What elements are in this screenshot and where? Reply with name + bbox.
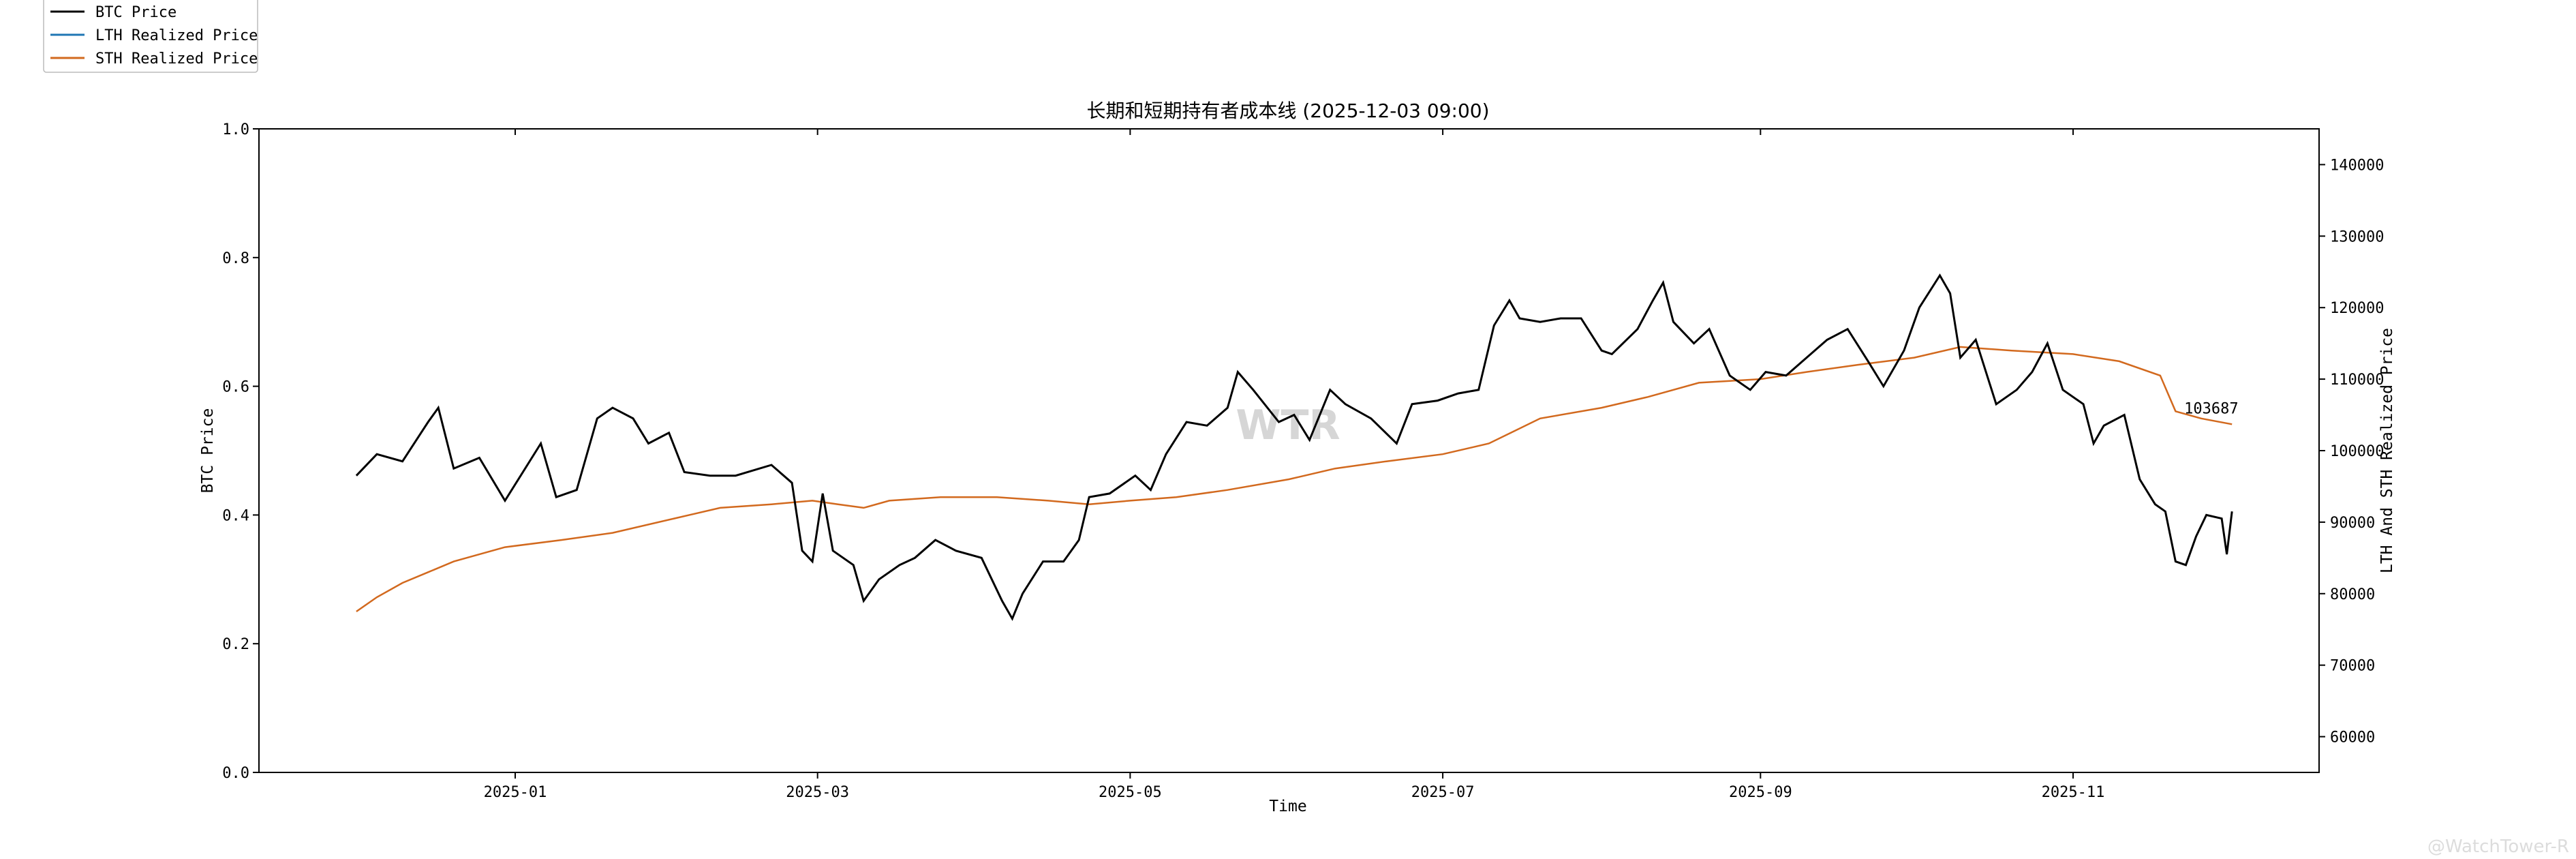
x-tick-label: 2025-07 [1411,784,1475,801]
watermark: WTR [1236,402,1340,449]
x-ticks: 2025-01 2025-03 2025-05 2025-07 2025-09 2025-… [484,129,2105,801]
sth-last-value-annotation: 103687 [2184,400,2238,417]
right-y-tick-label: 80000 [2330,586,2375,603]
x-tick-label: 2025-11 [2042,784,2105,801]
legend-label-lth-realized-price: LTH Realized Price [95,27,258,44]
left-y-tick-label: 0.4 [222,507,249,524]
right-y-tick-label: 110000 [2330,372,2384,389]
x-tick-label: 2025-01 [484,784,547,801]
x-tick-label: 2025-05 [1099,784,1162,801]
left-y-tick-label: 1.0 [222,121,249,138]
legend: BTC Price LTH Realized Price STH Realize… [43,0,258,73]
x-tick-label: 2025-09 [1729,784,1792,801]
right-y-tick-label: 130000 [2330,228,2384,245]
x-tick-label: 2025-03 [786,784,849,801]
footer-watermark: @WatchTower-R [2427,837,2569,857]
left-y-tick-label: 0.0 [222,765,249,782]
plot-frame [258,128,2320,773]
right-axis-title: LTH And STH Realized Price [2378,328,2396,573]
right-y-tick-label: 60000 [2330,729,2375,747]
right-y-tick-label: 140000 [2330,157,2384,174]
legend-label-btc-price: BTC Price [95,4,177,21]
right-y-tick-label: 100000 [2330,443,2384,460]
chart-title: 长期和短期持有者成本线 (2025-12-03 09:00) [1086,100,1489,122]
left-y-tick-label: 0.2 [222,636,249,653]
left-y-tick-label: 0.8 [222,250,249,267]
sth-realized-price-line [356,346,2233,613]
legend-label-sth-realized-price: STH Realized Price [95,50,258,67]
right-y-ticks: 60000 70000 80000 90000 100000 110000 120000 13… [2319,157,2384,747]
left-axis-title: BTC Price [199,408,217,494]
right-y-tick-label: 70000 [2330,658,2375,675]
right-y-tick-label: 120000 [2330,300,2384,317]
left-y-tick-label: 0.6 [222,379,249,396]
x-axis-title: Time [1269,798,1306,815]
legend-box [43,0,258,73]
left-y-ticks: 0.0 0.2 0.4 0.6 0.8 1.0 [222,121,259,782]
btc-price-line [355,273,2233,621]
right-y-tick-label: 90000 [2330,515,2375,532]
